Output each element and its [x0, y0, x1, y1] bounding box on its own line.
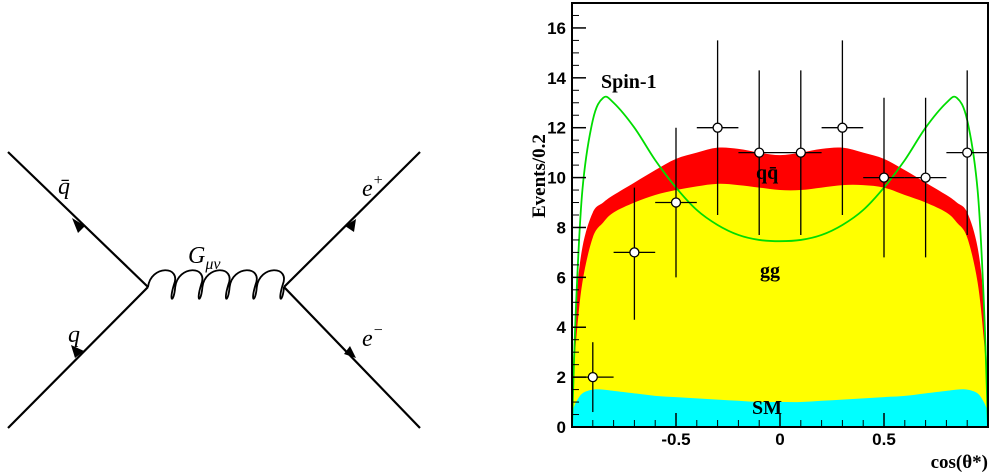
x-axis: -0.5 0 0.5 [592, 413, 968, 449]
antiquark-line [7, 151, 149, 288]
data-point [613, 187, 656, 320]
annotation-gg: gg [760, 260, 780, 282]
y-tick-label: 6 [557, 268, 566, 287]
data-point [946, 70, 988, 235]
label-qbar: q̄ [58, 174, 70, 200]
annotation-sm: SM [752, 397, 782, 419]
data-point [696, 40, 739, 215]
series-line-spin-1 [571, 95, 989, 428]
data-point [904, 97, 947, 258]
electron-arrow-icon [344, 346, 356, 358]
data-marker [795, 147, 806, 158]
label-q: q [68, 322, 80, 348]
y-tick-label: 2 [557, 368, 566, 387]
data-marker [712, 122, 723, 133]
y-tick-label: 0 [557, 418, 566, 437]
data-marker [587, 371, 598, 383]
antiquark-arrow-icon [72, 218, 85, 233]
positron-line [283, 151, 421, 288]
data-point [655, 127, 697, 278]
y-axis-label: Events/0.2 [529, 134, 550, 218]
data-point [780, 70, 822, 235]
data-marker [629, 247, 640, 258]
x-tick-label: 0.5 [872, 430, 896, 449]
label-eplus: e+ [362, 172, 383, 202]
y-tick-label: 4 [557, 318, 567, 337]
data-marker [754, 147, 765, 158]
data-point [738, 70, 780, 235]
y-tick-label: 16 [547, 19, 566, 38]
data-point [572, 342, 614, 413]
y-tick-label: 12 [547, 119, 566, 138]
quark-line [7, 286, 149, 429]
data-marker [920, 172, 931, 183]
data-marker [670, 197, 682, 208]
y-axis: 0 2 4 6 8 10 12 14 16 [547, 14, 586, 437]
feynman-diagram: q̄ q Gμν e+ e− [7, 151, 421, 429]
graviton-propagator [147, 269, 285, 300]
data-marker [837, 122, 848, 133]
chart: 0 2 4 6 8 10 12 14 16 -0.5 0 0.5 Events/0.2 cos(θ*… [529, 2, 989, 472]
data-point [821, 40, 864, 215]
annotation-spin-1: Spin-1 [601, 71, 657, 93]
y-tick-label: 14 [547, 69, 566, 88]
x-tick-label: -0.5 [661, 430, 690, 449]
data-points [572, 40, 988, 413]
data-marker [878, 172, 890, 183]
electron-line [283, 286, 421, 429]
label-graviton: Gμν [188, 243, 221, 273]
y-tick-label: 8 [557, 218, 566, 237]
x-axis-label: cos(θ*) [931, 452, 988, 472]
data-point [863, 97, 905, 258]
y-tick-label: 10 [547, 169, 566, 188]
positron-arrow-icon [345, 219, 356, 232]
label-eminus: e− [362, 322, 383, 352]
x-tick-label: 0 [775, 430, 784, 449]
data-marker [962, 147, 973, 158]
quark-arrow-icon [71, 345, 84, 358]
annotation-qqbar: qq̄ [756, 162, 778, 184]
